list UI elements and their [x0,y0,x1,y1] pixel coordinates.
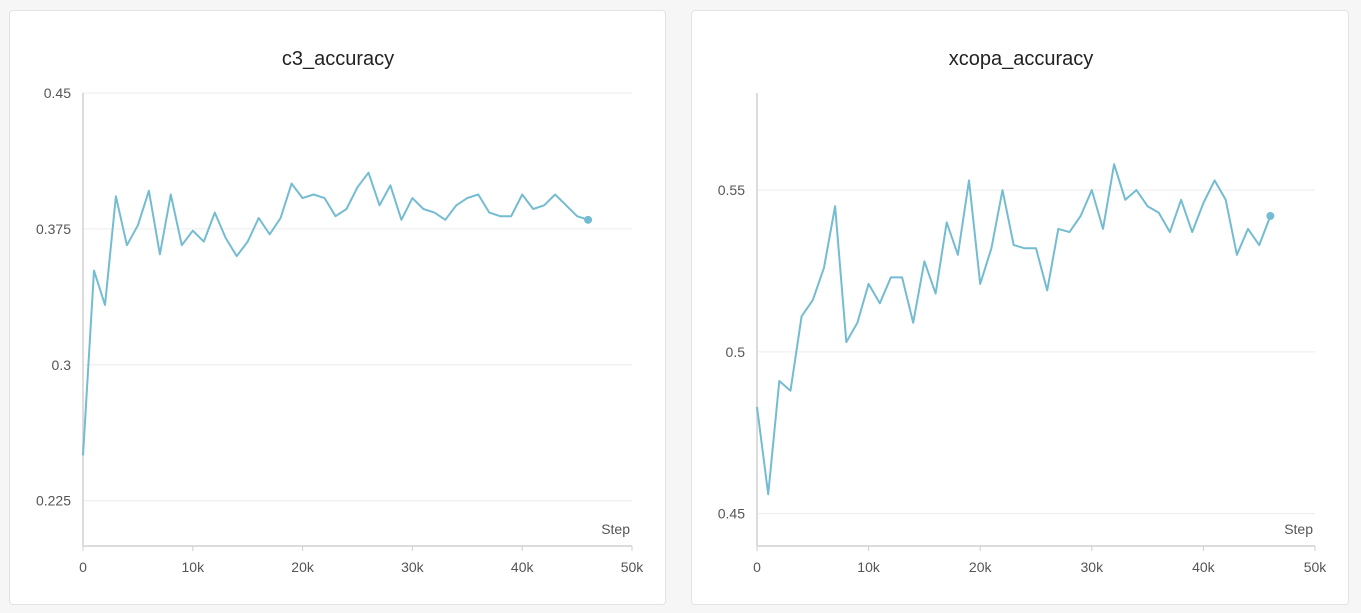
y-tick-label: 0.55 [718,182,745,198]
x-tick-labels: 0 10k 20k 30k 40k 50k [79,559,644,575]
last-point-marker[interactable] [584,215,593,224]
series-layer [82,171,593,456]
x-tick-label: 40k [511,559,535,575]
last-point-marker[interactable] [1266,211,1275,220]
x-tick-label: 0 [753,559,761,575]
grid-lines [757,189,1315,515]
x-tick-label: 10k [182,559,206,575]
y-tick-label: 0.45 [44,85,71,101]
y-tick-labels: 0.225 0.3 0.375 0.45 [36,85,71,509]
x-tick-label: 30k [401,559,425,575]
y-tick-label: 0.375 [36,221,71,237]
x-tick-label: 10k [857,559,881,575]
series-line [82,171,589,456]
x-tick-label: 30k [1081,559,1105,575]
series-layer [756,163,1275,496]
x-tick-label: 50k [621,559,645,575]
chart-panel-xcopa-accuracy: xcopa_accuracy 0.45 0.5 0.55 0 10k 20k 30k 40k… [691,10,1349,605]
y-tick-label: 0.5 [726,344,746,360]
axes [82,93,633,551]
series-line [756,163,1272,496]
x-tick-label: 40k [1192,559,1216,575]
c3-accuracy-chart: c3_accuracy 0.225 0.3 0.375 0.45 0 10k 20k 30k… [36,48,644,575]
y-tick-label: 0.45 [718,506,745,522]
x-axis-label: Step [601,521,630,537]
chart-title: c3_accuracy [282,48,394,70]
y-tick-labels: 0.45 0.5 0.55 [718,182,745,522]
x-axis-label: Step [1284,521,1313,537]
y-tick-label: 0.3 [52,357,72,373]
x-tick-label: 0 [79,559,87,575]
xcopa-accuracy-chart: xcopa_accuracy 0.45 0.5 0.55 0 10k 20k 30k 40k… [718,48,1328,575]
grid-lines [83,92,632,502]
x-tick-labels: 0 10k 20k 30k 40k 50k [753,559,1327,575]
axes [756,93,1316,551]
x-tick-label: 20k [291,559,315,575]
x-tick-label: 20k [969,559,993,575]
x-tick-label: 50k [1304,559,1328,575]
y-tick-label: 0.225 [36,493,71,509]
chart-title: xcopa_accuracy [949,48,1094,70]
chart-panel-c3-accuracy: c3_accuracy 0.225 0.3 0.375 0.45 0 10k 20k 30k… [9,10,666,605]
